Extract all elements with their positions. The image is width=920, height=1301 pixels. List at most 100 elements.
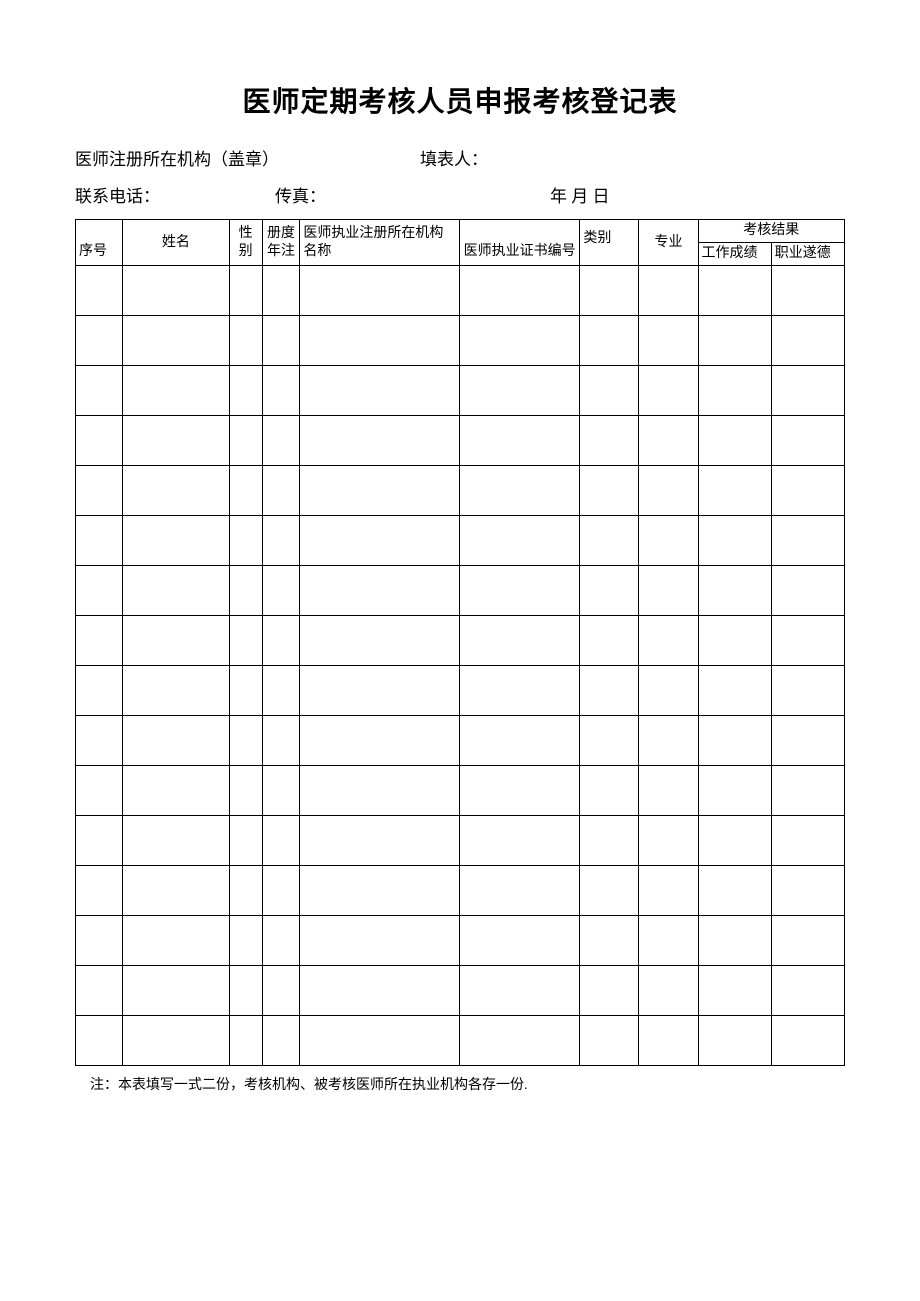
table-cell xyxy=(698,1016,771,1066)
table-cell xyxy=(123,366,229,416)
table-cell xyxy=(300,416,459,466)
table-cell xyxy=(123,666,229,716)
table-cell xyxy=(262,866,300,916)
header-cert: 医师执业证书编号 xyxy=(459,220,579,266)
table-cell xyxy=(459,516,579,566)
table-cell xyxy=(229,1016,262,1066)
table-row xyxy=(76,416,845,466)
table-cell xyxy=(698,466,771,516)
table-cell xyxy=(123,616,229,666)
table-cell xyxy=(76,366,123,416)
table-cell xyxy=(76,666,123,716)
table-cell xyxy=(76,266,123,316)
table-cell xyxy=(229,616,262,666)
info-row-contact: 联系电话： 传真： 年 月 日 xyxy=(75,182,845,207)
table-cell xyxy=(123,916,229,966)
table-cell xyxy=(771,466,844,516)
fax-label: 传真： xyxy=(275,182,550,207)
table-cell xyxy=(229,266,262,316)
table-cell xyxy=(459,766,579,816)
header-gender: 性别 xyxy=(229,220,262,266)
table-cell xyxy=(698,866,771,916)
table-cell xyxy=(698,516,771,566)
table-cell xyxy=(771,616,844,666)
table-cell xyxy=(76,616,123,666)
table-cell xyxy=(262,966,300,1016)
table-cell xyxy=(580,266,639,316)
table-cell xyxy=(300,366,459,416)
table-cell xyxy=(300,766,459,816)
table-cell xyxy=(639,516,698,566)
table-cell xyxy=(300,716,459,766)
table-cell xyxy=(639,866,698,916)
table-row xyxy=(76,616,845,666)
table-cell xyxy=(76,466,123,516)
table-cell xyxy=(262,616,300,666)
table-cell xyxy=(262,1016,300,1066)
table-cell xyxy=(300,616,459,666)
table-cell xyxy=(123,566,229,616)
table-cell xyxy=(123,1016,229,1066)
table-cell xyxy=(771,266,844,316)
table-cell xyxy=(262,466,300,516)
table-cell xyxy=(262,916,300,966)
table-cell xyxy=(698,816,771,866)
page-title: 医师定期考核人员申报考核登记表 xyxy=(75,80,845,120)
table-cell xyxy=(262,816,300,866)
table-cell xyxy=(229,416,262,466)
table-row xyxy=(76,316,845,366)
table-cell xyxy=(300,966,459,1016)
table-row xyxy=(76,666,845,716)
table-cell xyxy=(300,566,459,616)
table-cell xyxy=(229,916,262,966)
table-cell xyxy=(123,866,229,916)
table-cell xyxy=(229,366,262,416)
footnote: 注：本表填写一式二份，考核机构、被考核医师所在执业机构各存一份. xyxy=(75,1074,845,1094)
table-cell xyxy=(771,966,844,1016)
table-row xyxy=(76,566,845,616)
table-cell xyxy=(580,616,639,666)
table-cell xyxy=(229,716,262,766)
table-cell xyxy=(123,816,229,866)
assessment-table: 序号 姓名 性别 册度年注 医师执业注册所在机构名称 医师执业证书编号 类别 专… xyxy=(75,219,845,1066)
table-cell xyxy=(580,466,639,516)
table-cell xyxy=(76,766,123,816)
table-cell xyxy=(698,716,771,766)
table-cell xyxy=(639,566,698,616)
table-cell xyxy=(459,366,579,416)
table-cell xyxy=(300,516,459,566)
table-cell xyxy=(580,516,639,566)
table-cell xyxy=(639,916,698,966)
table-cell xyxy=(698,616,771,666)
table-cell xyxy=(698,666,771,716)
table-cell xyxy=(459,416,579,466)
table-cell xyxy=(771,416,844,466)
table-cell xyxy=(580,866,639,916)
table-cell xyxy=(698,366,771,416)
table-cell xyxy=(229,666,262,716)
table-cell xyxy=(580,716,639,766)
table-cell xyxy=(262,316,300,366)
table-cell xyxy=(262,716,300,766)
table-cell xyxy=(639,816,698,866)
table-cell xyxy=(123,416,229,466)
table-cell xyxy=(639,416,698,466)
table-cell xyxy=(459,716,579,766)
table-cell xyxy=(580,816,639,866)
table-cell xyxy=(300,266,459,316)
table-cell xyxy=(229,516,262,566)
table-cell xyxy=(76,816,123,866)
header-seq: 序号 xyxy=(76,220,123,266)
table-cell xyxy=(698,416,771,466)
table-cell xyxy=(771,366,844,416)
table-cell xyxy=(580,916,639,966)
table-cell xyxy=(698,966,771,1016)
table-cell xyxy=(639,1016,698,1066)
table-cell xyxy=(76,966,123,1016)
table-cell xyxy=(300,916,459,966)
table-cell xyxy=(76,1016,123,1066)
table-cell xyxy=(76,716,123,766)
table-cell xyxy=(580,366,639,416)
table-cell xyxy=(76,516,123,566)
table-cell xyxy=(580,316,639,366)
